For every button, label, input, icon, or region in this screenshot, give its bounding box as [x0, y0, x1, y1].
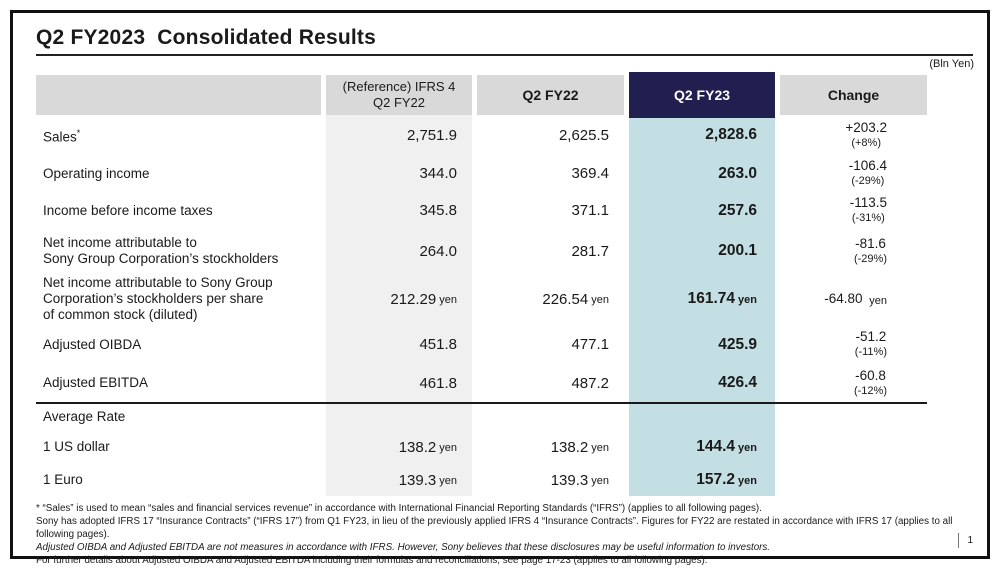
table-row-us-dollar: 1 US dollar 138.2 yen 138.2 yen 144.4 yen: [36, 430, 927, 464]
value-fy23: 425.9: [629, 325, 775, 364]
row-label: 1 US dollar: [43, 439, 110, 454]
value-fy22: 138.2 yen: [550, 438, 609, 456]
section-label: Average Rate: [43, 409, 126, 424]
value-fy23: 263.0: [629, 155, 775, 192]
table-row-average-rate-header: Average Rate: [36, 402, 927, 430]
row-label: Net income attributable to Sony Group Cor…: [43, 275, 273, 322]
value-change: [780, 404, 927, 430]
value-fy22: 477.1: [571, 336, 609, 353]
value-reference: 2,751.9: [326, 115, 472, 155]
value-reference: 344.0: [326, 155, 472, 192]
row-label: Net income attributable to Sony Group Cor…: [43, 235, 279, 266]
value-change: [780, 430, 927, 464]
results-table: (Reference) IFRS 4 Q2 FY22 Q2 FY22 Q2 FY…: [36, 72, 927, 496]
value-reference: 138.2 yen: [326, 430, 472, 464]
value-fy23: 161.74 yen: [629, 273, 775, 325]
value-reference: [326, 404, 472, 430]
table-row-euro: 1 Euro 139.3 yen 139.3 yen 157.2 yen: [36, 464, 927, 496]
table-row-net-income: Net income attributable to Sony Group Cor…: [36, 229, 927, 273]
page-title: Q2 FY2023 Consolidated Results: [36, 26, 376, 49]
value-change: +203.2 (+8%): [845, 119, 887, 149]
value-fy22: 139.3 yen: [550, 471, 609, 489]
value-change: -51.2 (-11%): [854, 329, 887, 358]
footnote-sales-definition: * “Sales” is used to mean “sales and fin…: [36, 503, 762, 514]
value-fy23: [629, 404, 775, 430]
row-label: Sales*: [43, 127, 81, 145]
value-reference: 139.3 yen: [326, 464, 472, 496]
table-row-sales: Sales* 2,751.9 2,625.5 2,828.6 +203.2 (+8…: [36, 115, 927, 155]
value-change: -113.5 (-31%): [849, 195, 887, 224]
value-reference: 451.8: [326, 325, 472, 364]
value-fy23: 2,828.6: [629, 115, 775, 155]
value-reference: 345.8: [326, 192, 472, 229]
table-row-operating-income: Operating income 344.0 369.4 263.0 -106.…: [36, 155, 927, 192]
value-change: -106.4 (-29%): [848, 158, 887, 187]
footnote-marker: *: [76, 127, 81, 138]
page-number: 1: [958, 533, 975, 548]
table-row-adjusted-ebitda: Adjusted EBITDA 461.8 487.2 426.4 -60.8(…: [36, 364, 927, 402]
col-header-q2-fy23: Q2 FY23: [629, 72, 775, 118]
value-fy23: 144.4 yen: [629, 430, 775, 464]
value-reference: 461.8: [326, 364, 472, 402]
value-fy23: 200.1: [629, 229, 775, 273]
col-header-blank: [36, 75, 321, 115]
value-fy22: 371.1: [571, 202, 609, 219]
value-change: [780, 464, 927, 496]
value-fy23: 426.4: [629, 364, 775, 402]
value-change: -64.80 yen: [824, 290, 887, 307]
value-fy22: 281.7: [571, 242, 609, 260]
table-row-adjusted-oibda: Adjusted OIBDA 451.8 477.1 425.9 -51.2 (-…: [36, 325, 927, 364]
value-fy22: 226.54 yen: [542, 290, 609, 308]
slide: Q2 FY2023 Consolidated Results (Bln Yen)…: [10, 10, 990, 566]
title-block: Q2 FY2023 Consolidated Results: [36, 26, 973, 56]
row-label: Adjusted EBITDA: [43, 375, 149, 390]
footnote-non-ifrs-measures: Adjusted OIBDA and Adjusted EBITDA are n…: [36, 542, 771, 553]
value-fy22: 487.2: [571, 374, 609, 392]
col-header-change: Change: [780, 75, 927, 115]
value-reference: 264.0: [326, 229, 472, 273]
value-fy23: 157.2 yen: [629, 464, 775, 496]
row-label: 1 Euro: [43, 472, 83, 487]
table-row-net-income-per-share: Net income attributable to Sony Group Cor…: [36, 273, 927, 325]
row-label: Income before income taxes: [43, 202, 213, 218]
table-header-row: (Reference) IFRS 4 Q2 FY22 Q2 FY22 Q2 FY…: [36, 72, 927, 118]
footnote-further-details: For further details about Adjusted OIBDA…: [36, 555, 708, 566]
row-label: Operating income: [43, 165, 150, 181]
value-fy22: 369.4: [571, 165, 609, 182]
footnotes: * “Sales” is used to mean “sales and fin…: [36, 502, 971, 567]
table-row-income-before-taxes: Income before income taxes 345.8 371.1 2…: [36, 192, 927, 229]
value-change: -60.8 (-12%): [853, 367, 887, 397]
footnote-ifrs17: Sony has adopted IFRS 17 “Insurance Cont…: [36, 516, 953, 540]
col-header-reference-ifrs4: (Reference) IFRS 4 Q2 FY22: [326, 75, 472, 115]
value-fy22: [477, 404, 624, 430]
value-reference: 212.29 yen: [326, 273, 472, 325]
row-label: Adjusted OIBDA: [43, 336, 142, 352]
value-fy22: 2,625.5: [558, 126, 609, 144]
unit-note: (Bln Yen): [929, 58, 974, 70]
value-change: -81.6 (-29%): [853, 235, 887, 265]
col-header-q2-fy22: Q2 FY22: [477, 75, 624, 115]
value-fy23: 257.6: [629, 192, 775, 229]
